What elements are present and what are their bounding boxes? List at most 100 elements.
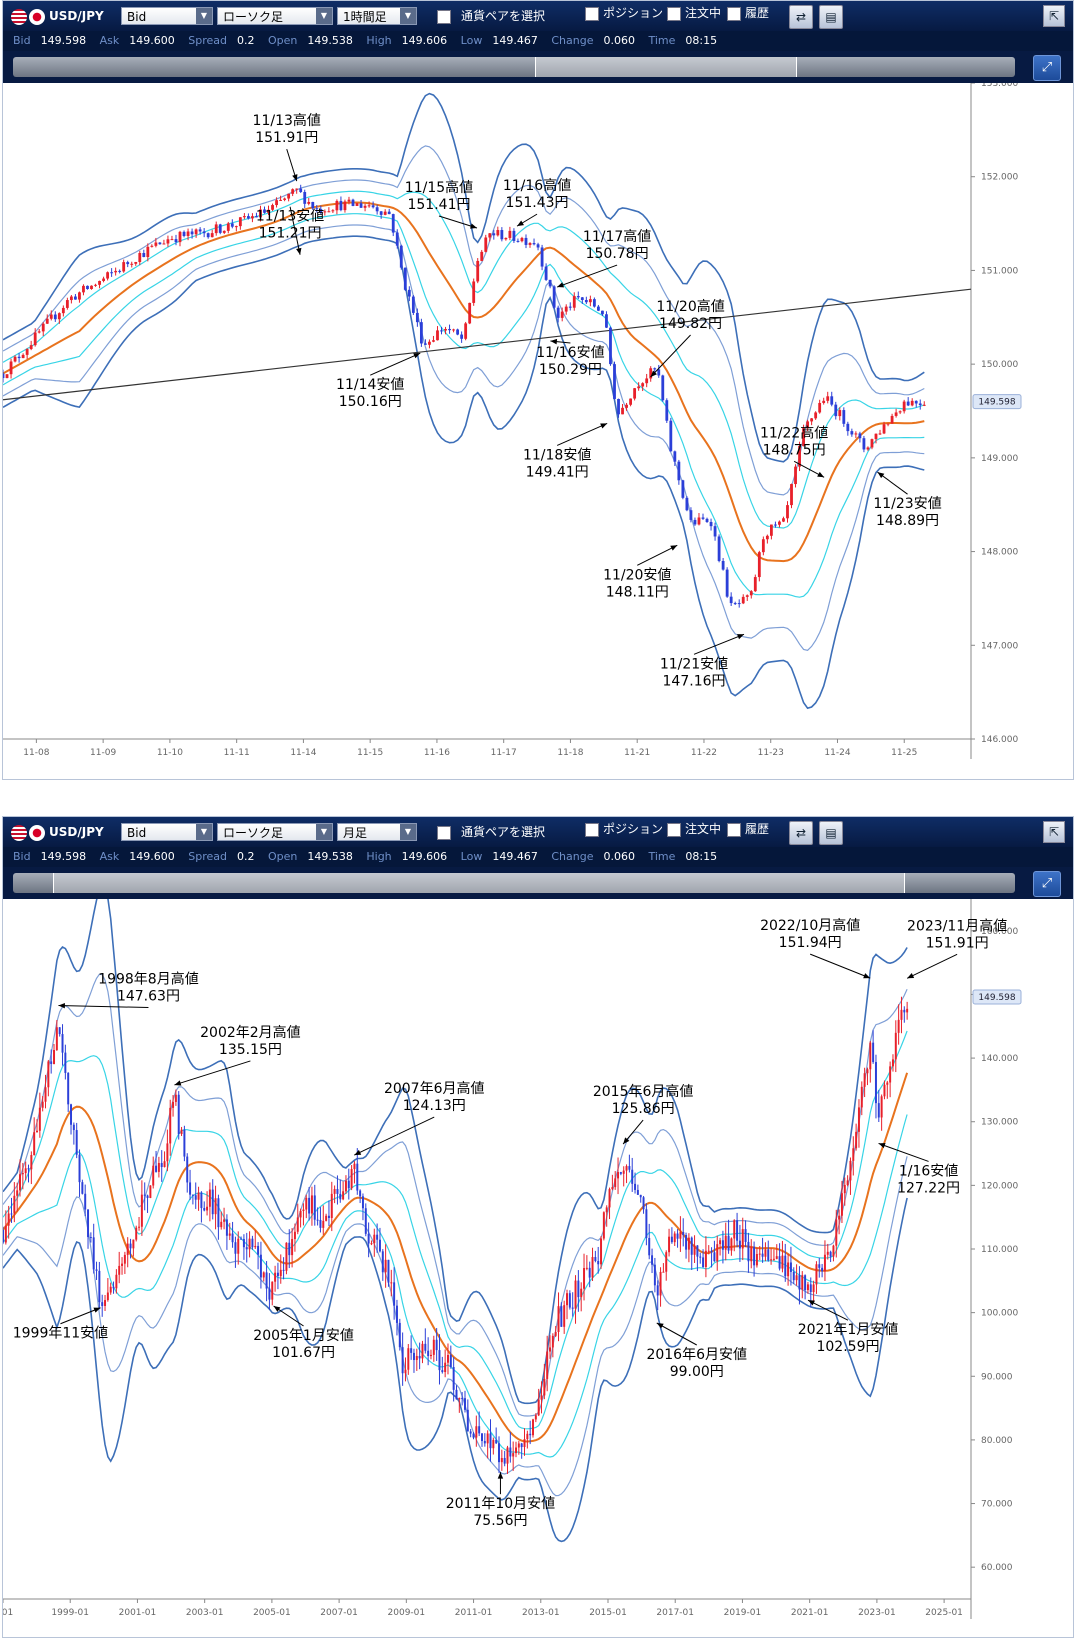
fit-icon[interactable]: ⤢ <box>1033 55 1061 81</box>
annotation-label: 11/17高値 <box>583 228 651 245</box>
jp-flag-icon <box>29 8 45 25</box>
bollinger-bands <box>3 899 908 1543</box>
chart-panel-hourly: USD/JPY Bid ▼ ローソク足 ▼ 1時間足 ▼ 通貨ペアを選択 ポジション … <box>2 0 1074 780</box>
candle-body <box>662 1271 665 1273</box>
candle-body <box>551 1335 554 1348</box>
fit-icon[interactable]: ⤢ <box>1033 871 1061 897</box>
navigator-track[interactable] <box>13 57 1015 77</box>
candle-body <box>645 1209 648 1238</box>
candle-body <box>5 374 9 379</box>
annotation-arrow-head <box>497 1472 504 1479</box>
x-tick-label: 1999-01 <box>51 1608 89 1618</box>
candle-body <box>158 242 162 245</box>
currency-pair-label[interactable]: USD/JPY <box>11 821 111 843</box>
timeframe-select[interactable]: 月足 ▼ <box>337 823 417 841</box>
candle-body <box>121 1263 124 1266</box>
price-type-select[interactable]: Bid ▼ <box>121 823 213 841</box>
annotation-arrow-head <box>413 353 421 359</box>
collapse-icon[interactable]: ⇱ <box>1043 821 1065 843</box>
candle-body <box>863 1073 866 1087</box>
candle-body <box>295 188 299 190</box>
candle-body <box>460 334 464 339</box>
currency-pair-label[interactable]: USD/JPY <box>11 5 111 27</box>
candle-body <box>509 1447 512 1457</box>
x-axis: 7-01 1999-01 2001-01 2003-01 2005-01 2007-01 2… <box>3 1599 963 1618</box>
candle-body <box>435 1339 438 1351</box>
candle-body <box>411 296 415 313</box>
candle-body <box>492 1439 495 1449</box>
candle-body <box>41 323 45 332</box>
candle-body <box>741 596 745 604</box>
candle-body <box>163 1161 166 1168</box>
annotation-arrow-line <box>289 206 301 255</box>
history-label: 履歴 <box>745 822 770 836</box>
position-checkbox[interactable] <box>585 7 599 21</box>
candle-body <box>53 1050 56 1064</box>
candle-body <box>464 323 468 339</box>
candle-body <box>347 1180 350 1189</box>
annotation-arrow-line <box>556 422 608 446</box>
candle-body <box>571 1307 574 1309</box>
candle-body <box>602 1212 605 1239</box>
candle-body <box>902 401 906 412</box>
candle-body <box>75 1130 78 1155</box>
annotation-value: 99.00円 <box>670 1364 724 1380</box>
candle-body <box>676 1233 679 1239</box>
candle-body <box>194 229 198 235</box>
window-icon[interactable]: ▤ <box>819 5 843 29</box>
candle-body <box>186 1156 189 1183</box>
refresh-icon[interactable]: ⇄ <box>789 821 813 845</box>
candle-body <box>115 1274 118 1289</box>
navigator-track[interactable] <box>13 873 1015 893</box>
select-pair-checkbox[interactable] <box>437 826 451 840</box>
annotation-arrow-line <box>60 1307 101 1325</box>
annotation-label: 2022/10月高値 <box>760 917 860 934</box>
candle-body <box>512 230 516 241</box>
candle-body <box>733 1220 736 1239</box>
history-checkbox[interactable] <box>727 7 741 21</box>
history-checkbox[interactable] <box>727 823 741 837</box>
navigator-selection[interactable] <box>535 57 797 77</box>
navigator-selection[interactable] <box>53 873 905 893</box>
candle-body <box>629 398 632 405</box>
candle-body <box>846 423 850 432</box>
annotation-value: 150.78円 <box>586 246 649 262</box>
candle-body <box>13 1195 16 1214</box>
candle-body <box>135 1227 138 1240</box>
candle-body <box>275 200 278 206</box>
candle-body <box>222 230 226 233</box>
monthly-chart: 160.000150.000140.000130.000120.000110.0… <box>3 899 1022 1619</box>
collapse-icon[interactable]: ⇱ <box>1043 5 1065 27</box>
candle-body <box>685 497 689 511</box>
candle-body <box>263 209 266 213</box>
orders-checkbox[interactable] <box>667 7 681 21</box>
window-icon[interactable]: ▤ <box>819 821 843 845</box>
refresh-icon[interactable]: ⇄ <box>789 5 813 29</box>
candle-body <box>798 445 801 467</box>
candle-body <box>308 1197 311 1214</box>
candle-body <box>906 1008 909 1013</box>
annotation-arrow-head <box>807 1300 815 1306</box>
candle-body <box>78 1154 81 1183</box>
candle-body <box>568 306 572 308</box>
navigator-bar: ⤢ <box>3 867 1073 899</box>
chart-type-select[interactable]: ローソク足 ▼ <box>217 823 333 841</box>
orders-checkbox[interactable] <box>667 823 681 837</box>
timeframe-select[interactable]: 1時間足 ▼ <box>337 7 417 25</box>
position-checkbox[interactable] <box>585 823 599 837</box>
chart-type-select[interactable]: ローソク足 ▼ <box>217 7 333 25</box>
annotation-value: 150.16円 <box>339 394 402 410</box>
candle-body <box>668 1236 671 1253</box>
candle-body <box>520 237 524 242</box>
candle-body <box>850 431 854 435</box>
chart-panel-monthly: USD/JPY Bid ▼ ローソク足 ▼ 月足 ▼ 通貨ペアを選択 ポジション 注文… <box>2 816 1074 1638</box>
candle-body <box>259 209 262 218</box>
candle-body <box>468 302 472 324</box>
annotation-arrow-line <box>650 334 691 378</box>
x-tick-label: 2021-01 <box>791 1608 829 1618</box>
candle-body <box>503 1458 506 1464</box>
price-type-select[interactable]: Bid ▼ <box>121 7 213 25</box>
candle-body <box>172 1101 175 1108</box>
select-pair-checkbox[interactable] <box>437 10 451 24</box>
candle-body <box>257 1245 260 1255</box>
